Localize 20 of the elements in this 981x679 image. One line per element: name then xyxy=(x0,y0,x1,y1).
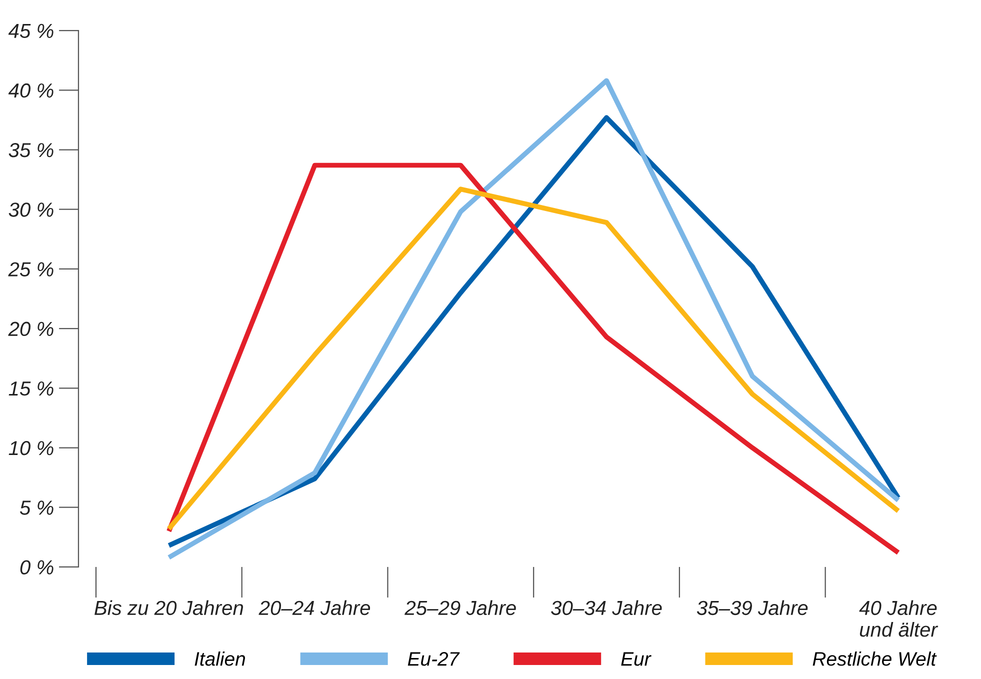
x-tick-label: Bis zu 20 Jahren xyxy=(94,600,244,616)
y-tick-label: 30 % xyxy=(8,202,54,217)
x-tick-label: 25–29 Jahre xyxy=(404,600,516,616)
y-tick-label: 25 % xyxy=(8,262,54,276)
legend-label: Italien xyxy=(194,652,245,666)
y-tick-label: 5 % xyxy=(20,500,54,515)
x-tick-label: 30–34 Jahre xyxy=(551,600,662,616)
y-tick-label: 0 % xyxy=(20,560,54,574)
y-tick-label: 45 % xyxy=(8,24,54,38)
y-tick-label: 20 % xyxy=(8,322,54,336)
y-tick-label: 35 % xyxy=(8,142,54,158)
y-tick-label: 10 % xyxy=(8,440,54,456)
legend-label: Restliche Welt xyxy=(812,652,937,666)
y-tick-label: 15 % xyxy=(8,381,54,396)
y-tick-label: 40 % xyxy=(8,83,54,98)
legend-label: Eur xyxy=(621,652,652,666)
x-tick-label: 40 Jahre und älter xyxy=(859,600,938,637)
legend-label: Eu-27 xyxy=(408,652,460,666)
x-tick-label: 20–24 Jahre xyxy=(258,600,370,616)
x-tick-label: 35–39 Jahre xyxy=(696,600,808,616)
